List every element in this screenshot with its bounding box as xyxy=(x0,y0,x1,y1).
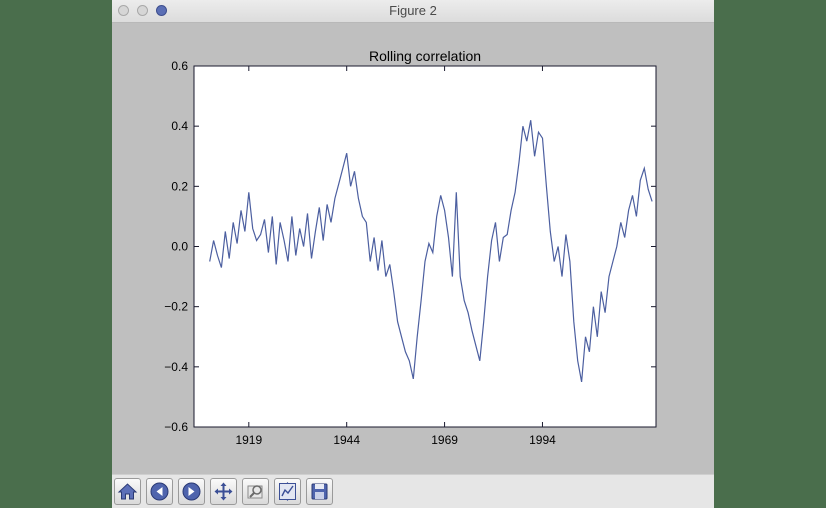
home-button[interactable] xyxy=(114,478,141,505)
series-line xyxy=(209,120,653,383)
subplots-icon xyxy=(279,482,296,501)
forward-arrow-icon xyxy=(182,482,201,501)
back-button[interactable] xyxy=(146,478,173,505)
pan-button[interactable] xyxy=(210,478,237,505)
zoom-rect-icon xyxy=(247,485,263,499)
home-icon xyxy=(117,483,138,500)
y-tick-label: 0.6 xyxy=(171,59,188,73)
navigation-toolbar xyxy=(112,474,714,508)
close-window-button[interactable] xyxy=(118,5,129,16)
y-tick-label: 0.2 xyxy=(171,179,188,193)
y-tick-label: −0.6 xyxy=(164,420,188,434)
zoom-button[interactable] xyxy=(242,478,269,505)
title-bar[interactable]: Figure 2 xyxy=(112,0,714,23)
chart-title: Rolling correlation xyxy=(369,48,481,64)
x-axis: 1919 1944 1969 1994 xyxy=(235,66,556,447)
y-tick-label: 0.4 xyxy=(171,119,188,133)
back-arrow-icon xyxy=(150,482,169,501)
subplots-button[interactable] xyxy=(274,478,301,505)
y-tick-label: −0.2 xyxy=(164,300,188,314)
figure-window: Figure 2 Rolling correlation −0.6 −0.4 −0.… xyxy=(112,0,714,508)
x-tick-label: 1994 xyxy=(529,433,556,447)
y-tick-label: −0.4 xyxy=(164,360,188,374)
y-axis: −0.6 −0.4 −0.2 0.0 0.2 0.4 0.6 xyxy=(164,59,656,434)
window-title: Figure 2 xyxy=(389,3,437,18)
x-tick-label: 1969 xyxy=(431,433,458,447)
save-icon xyxy=(311,483,328,500)
y-tick-label: 0.0 xyxy=(171,240,188,254)
move-icon xyxy=(214,482,233,501)
figure-canvas[interactable]: Rolling correlation −0.6 −0.4 −0.2 0.0 0.2 0.… xyxy=(112,23,714,474)
forward-button[interactable] xyxy=(178,478,205,505)
minimize-window-button[interactable] xyxy=(137,5,148,16)
zoom-window-button[interactable] xyxy=(156,5,167,16)
x-tick-label: 1944 xyxy=(333,433,360,447)
x-tick-label: 1919 xyxy=(235,433,262,447)
plot-area xyxy=(193,65,657,428)
line-chart: Rolling correlation −0.6 −0.4 −0.2 0.0 0.2 0.… xyxy=(164,48,657,447)
save-button[interactable] xyxy=(306,478,333,505)
